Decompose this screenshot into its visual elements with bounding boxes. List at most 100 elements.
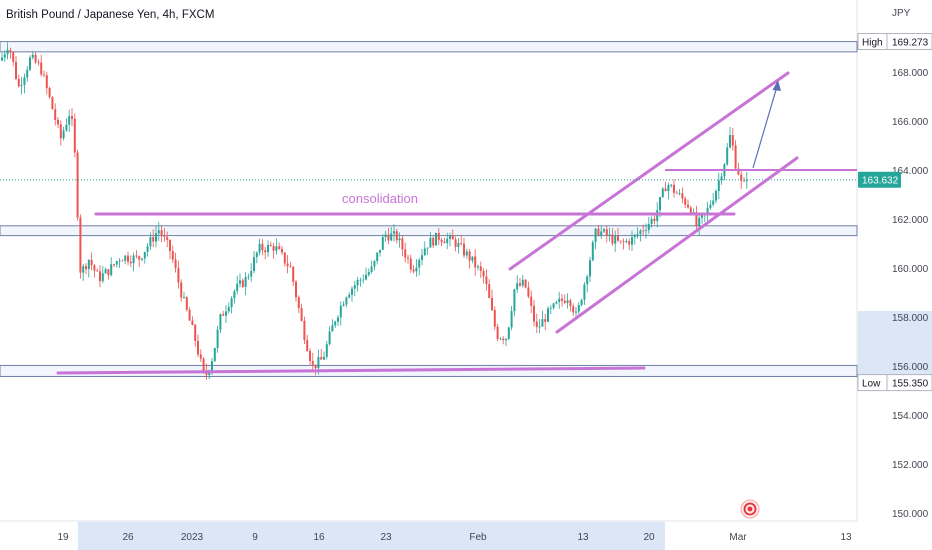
candle-body (269, 244, 272, 246)
candle-body (496, 326, 499, 339)
candle-body (412, 269, 415, 272)
candle-body (709, 204, 712, 208)
candle-body (227, 307, 230, 312)
candle-body (471, 256, 474, 261)
candle-body (670, 184, 673, 186)
candle-body (647, 223, 650, 231)
candle-body (118, 260, 121, 262)
candle-body (541, 319, 544, 327)
candle-series (1, 42, 748, 380)
candle-body (185, 297, 188, 310)
candle-body (485, 276, 488, 285)
y-tick-label: 166.000 (892, 117, 929, 128)
y-tick-labels: 150.000 152.000 154.000 156.000 158.000 160.0… (892, 68, 929, 520)
candle-body (740, 174, 743, 181)
candle-body (253, 257, 255, 271)
candle-body (502, 338, 505, 341)
candle-body (451, 235, 454, 240)
candle-body (345, 297, 348, 305)
candle-body (381, 237, 384, 250)
candle-body (15, 61, 17, 79)
candle-body (239, 280, 241, 284)
candle-body (129, 261, 132, 264)
candle-body (135, 255, 138, 257)
candle-body (552, 303, 555, 308)
candle-body (398, 238, 401, 241)
candle-body (681, 193, 684, 199)
candle-body (695, 212, 698, 227)
candle-body (527, 287, 530, 297)
candle-body (79, 217, 82, 273)
candle-body (236, 283, 239, 292)
candle-body (247, 276, 250, 278)
candle-body (379, 249, 381, 253)
x-tick-label: 9 (252, 532, 258, 543)
candle-body (731, 135, 734, 146)
candle-body (619, 240, 622, 242)
candle-body (155, 233, 157, 242)
candle-body (376, 252, 379, 262)
candle-body (457, 242, 460, 247)
candle-body (577, 305, 580, 312)
candle-body (387, 234, 390, 241)
candle-body (507, 327, 510, 339)
candle-body (303, 320, 306, 341)
x-tick-label: 23 (380, 532, 392, 543)
candle-body (26, 69, 29, 78)
candle-body (600, 231, 603, 236)
candle-body (57, 119, 59, 125)
candle-body (233, 291, 236, 299)
candle-body (222, 314, 225, 316)
candle-body (82, 266, 85, 273)
candle-body (54, 109, 57, 120)
candle-body (667, 185, 670, 192)
candle-body (535, 321, 538, 327)
candle-body (745, 179, 748, 182)
candle-body (524, 279, 527, 288)
level-value: 155.350 (892, 379, 929, 390)
candle-body (171, 251, 174, 260)
candle-body (689, 207, 692, 214)
candle-body (40, 62, 43, 75)
candle-body (1, 57, 3, 61)
candle-body (729, 135, 731, 148)
candle-body (636, 234, 639, 235)
candle-body (401, 238, 404, 250)
candle-body (465, 251, 468, 256)
candle-body (477, 266, 479, 268)
candle-body (421, 255, 423, 260)
candle-body (9, 50, 12, 53)
candle-body (213, 347, 216, 362)
candle-body (255, 252, 258, 258)
candle-body (194, 325, 197, 341)
candle-body (211, 361, 213, 371)
candle-body (244, 277, 247, 287)
candle-body (59, 124, 62, 139)
candle-body (482, 270, 485, 277)
candle-body (726, 147, 729, 165)
candle-body (415, 267, 418, 272)
candle-body (393, 231, 395, 234)
y-tick-label: 158.000 (892, 313, 929, 324)
current-price-badge (858, 171, 901, 188)
candle-body (653, 218, 656, 222)
candle-body (373, 261, 376, 267)
candle-body (530, 296, 533, 306)
event-marker[interactable] (740, 499, 760, 519)
level-tag: High (862, 38, 883, 49)
candle-body (174, 259, 177, 269)
candle-body (261, 243, 264, 251)
y-tick-label: 156.000 (892, 362, 929, 373)
candle-body (286, 263, 289, 267)
candle-body (23, 77, 26, 86)
mid-zone (0, 225, 858, 237)
candle-body (605, 229, 608, 236)
candle-body (183, 297, 185, 299)
level-badge (857, 374, 932, 392)
candle-body (339, 305, 342, 318)
candle-body (356, 280, 359, 286)
candle-body (68, 116, 71, 125)
candle-body (146, 246, 149, 252)
candle-body (491, 298, 493, 311)
